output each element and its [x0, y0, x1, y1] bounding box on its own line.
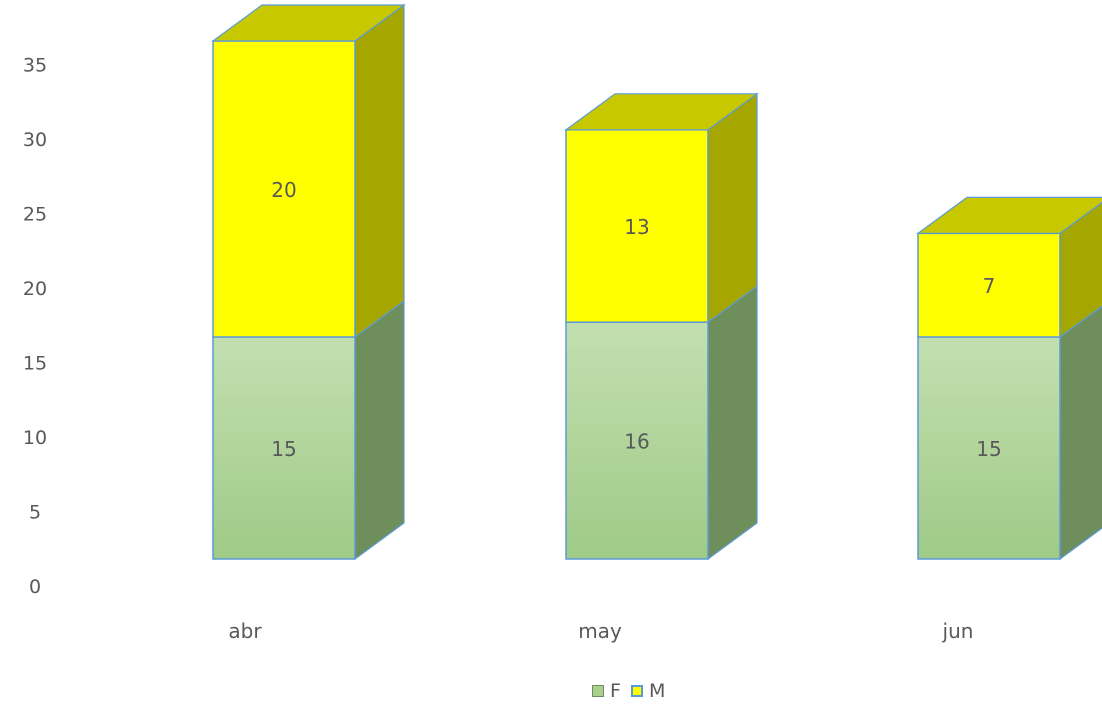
- y-tick-label: 30: [23, 129, 47, 151]
- category-label-jun: jun: [942, 619, 974, 643]
- bar-side-m-abr: [354, 3, 405, 339]
- y-tick-label: 20: [23, 278, 47, 300]
- legend-label-m: M: [648, 680, 666, 702]
- legend-swatch-f: [592, 685, 604, 697]
- y-tick-label: 35: [23, 55, 47, 77]
- bar-f-jun: [917, 336, 1061, 560]
- y-axis: 0 5 10 15 20 25 30 35: [23, 55, 47, 599]
- category-label-may: may: [578, 619, 622, 643]
- bar-f-abr: [212, 336, 356, 560]
- bar-side-f-abr: [354, 299, 405, 561]
- data-label-f-jun: 15: [976, 437, 1001, 461]
- y-tick-label: 10: [23, 427, 47, 449]
- legend-item-m: M: [630, 680, 666, 702]
- bar-side-m-may: [707, 92, 758, 324]
- legend-label-f: F: [610, 680, 621, 702]
- data-label-m-may: 13: [624, 215, 649, 239]
- data-label-m-jun: 7: [983, 274, 996, 298]
- bar-top-may: [564, 93, 759, 131]
- bars: [211, 3, 1102, 561]
- y-tick-label: 0: [29, 576, 41, 598]
- legend-item-f: F: [592, 680, 621, 702]
- y-tick-label: 15: [23, 353, 47, 375]
- legend: F M: [592, 680, 675, 702]
- bar-f-may: [565, 321, 709, 560]
- data-labels: 15 20 16 13 15 7: [271, 178, 1001, 461]
- bar-m-jun: [917, 232, 1061, 338]
- category-label-abr: abr: [228, 619, 262, 643]
- legend-swatch-m: [630, 685, 643, 697]
- y-tick-label: 5: [29, 502, 41, 524]
- bar-top-abr: [211, 4, 406, 42]
- bar-m-abr: [212, 40, 356, 338]
- y-tick-label: 25: [23, 204, 47, 226]
- bar-m-may: [565, 129, 709, 323]
- data-label-f-may: 16: [624, 430, 649, 454]
- data-label-m-abr: 20: [271, 178, 296, 202]
- bar-top-jun: [916, 196, 1102, 234]
- category-axis: abr may jun: [228, 619, 973, 643]
- bar-side-f-may: [707, 285, 758, 561]
- bar-side-f-jun: [1059, 305, 1102, 561]
- data-label-f-abr: 15: [271, 437, 296, 461]
